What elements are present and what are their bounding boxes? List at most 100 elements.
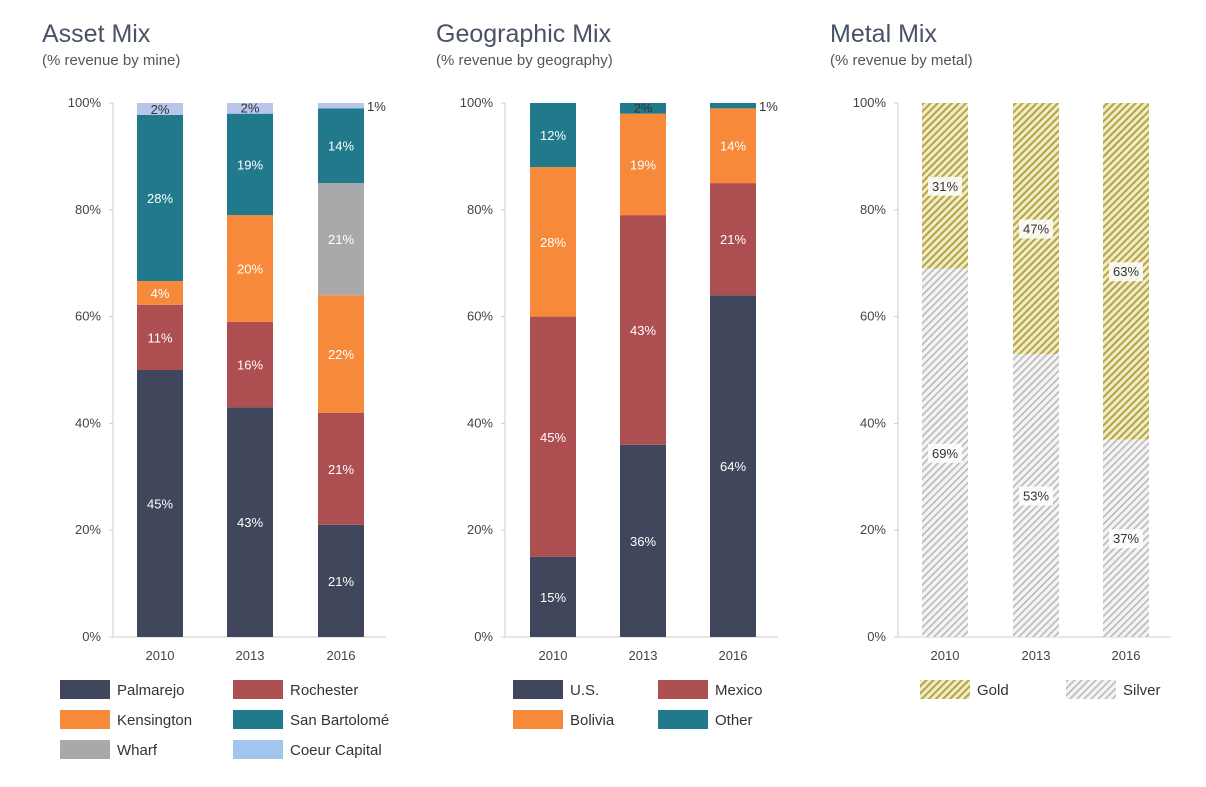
bar-segment-san-bartolom- xyxy=(227,113,273,216)
y-tick-label: 60% xyxy=(860,309,886,324)
legend-swatch xyxy=(658,710,708,729)
chart-subtitle: (% revenue by mine) xyxy=(42,52,180,69)
legend-item-kensington: Kensington xyxy=(60,710,192,729)
legend-swatch xyxy=(513,680,563,699)
bar-segment-bolivia xyxy=(530,167,576,317)
data-label: 63% xyxy=(1113,264,1139,279)
legend-label: Mexico xyxy=(715,682,763,699)
bar-segment-palmarejo xyxy=(227,407,273,637)
bar-segment-other xyxy=(530,103,576,168)
x-tick-label: 2010 xyxy=(146,648,175,663)
data-label: 53% xyxy=(1023,488,1049,503)
y-tick-label: 20% xyxy=(467,522,493,537)
chart-geographic-mix: Geographic Mix (% revenue by geography) 0%… xyxy=(436,20,778,729)
bar-segment-rochester xyxy=(318,412,364,525)
data-label: 45% xyxy=(540,430,566,445)
data-label: 19% xyxy=(237,157,263,172)
data-label: 14% xyxy=(720,139,746,154)
bar-segment-bolivia xyxy=(710,108,756,184)
data-label: 4% xyxy=(151,286,170,301)
legend-label: Kensington xyxy=(117,712,192,729)
legend-swatch xyxy=(233,680,283,699)
data-label: 45% xyxy=(147,497,173,512)
legend-swatch xyxy=(920,680,970,699)
legend-item-palmarejo: Palmarejo xyxy=(60,680,185,699)
x-tick-label: 2016 xyxy=(719,648,748,663)
legend-label: Gold xyxy=(977,682,1009,699)
bar-segment-rochester xyxy=(137,304,183,370)
data-label: 20% xyxy=(237,262,263,277)
x-tick-label: 2016 xyxy=(327,648,356,663)
legend-item-coeur-capital: Coeur Capital xyxy=(233,740,382,759)
bar-segment-u-s- xyxy=(710,295,756,637)
data-label-bg xyxy=(1019,219,1053,239)
legend-label: U.S. xyxy=(570,682,599,699)
data-label: 19% xyxy=(630,157,656,172)
chart-title: Metal Mix xyxy=(830,20,937,48)
x-tick-label: 2013 xyxy=(1022,648,1051,663)
bar-segment-kensington xyxy=(318,295,364,413)
bar-segment-bolivia xyxy=(620,113,666,216)
data-label: 28% xyxy=(540,235,566,250)
data-label: 14% xyxy=(328,139,354,154)
data-label: 31% xyxy=(932,179,958,194)
data-label-bg xyxy=(928,443,962,463)
chart-subtitle: (% revenue by geography) xyxy=(436,52,613,69)
bar-segment-rochester xyxy=(227,321,273,408)
data-label: 15% xyxy=(540,590,566,605)
bar-segment-coeur-capital xyxy=(318,103,364,109)
bar-segment-san-bartolom- xyxy=(137,114,183,281)
chart-metal-mix: Metal Mix (% revenue by metal) 0% 20% 40% 60%… xyxy=(830,20,1171,699)
bar-segment-palmarejo xyxy=(137,370,183,637)
data-label: 22% xyxy=(328,347,354,362)
bar-segment-palmarejo xyxy=(318,524,364,637)
data-label: 36% xyxy=(630,534,656,549)
legend-item-silver: Silver xyxy=(1066,680,1161,699)
data-label: 2% xyxy=(634,101,653,116)
data-label: 1% xyxy=(367,99,386,114)
y-tick-label: 80% xyxy=(467,202,493,217)
y-tick-label: 60% xyxy=(467,309,493,324)
bar-segment-kensington xyxy=(137,281,183,305)
legend-item-mexico: Mexico xyxy=(658,680,763,699)
bar-segment-other xyxy=(710,103,756,109)
data-label: 21% xyxy=(328,232,354,247)
data-label: 2% xyxy=(151,102,170,117)
y-tick-label: 100% xyxy=(68,95,102,110)
y-tick-label: 100% xyxy=(460,95,494,110)
data-label: 28% xyxy=(147,191,173,206)
bar-segment-kensington xyxy=(227,215,273,322)
data-label: 21% xyxy=(328,462,354,477)
legend-swatch xyxy=(658,680,708,699)
y-tick-label: 20% xyxy=(75,522,101,537)
legend-item-san-bartolom-: San Bartolomé xyxy=(233,710,389,729)
data-label: 69% xyxy=(932,446,958,461)
legend-label: San Bartolomé xyxy=(290,712,389,729)
bar-segment-u-s- xyxy=(530,556,576,637)
data-label: 2% xyxy=(241,101,260,116)
chart-subtitle: (% revenue by metal) xyxy=(830,52,973,69)
legend-swatch xyxy=(60,740,110,759)
legend-label: Coeur Capital xyxy=(290,742,382,759)
data-label: 16% xyxy=(237,358,263,373)
data-label: 43% xyxy=(630,323,656,338)
bar-segment-mexico xyxy=(620,215,666,445)
data-label-bg xyxy=(928,176,962,196)
legend-item-bolivia: Bolivia xyxy=(513,710,615,729)
bar-segment-coeur-capital xyxy=(227,103,273,114)
legend-swatch xyxy=(1066,680,1116,699)
y-tick-label: 20% xyxy=(860,522,886,537)
data-label-bg xyxy=(1019,486,1053,506)
y-tick-label: 0% xyxy=(82,629,101,644)
legend-label: Palmarejo xyxy=(117,682,185,699)
bar-segment-u-s- xyxy=(620,444,666,637)
y-tick-label: 100% xyxy=(853,95,887,110)
x-tick-label: 2016 xyxy=(1112,648,1141,663)
data-label-bg xyxy=(1109,529,1143,549)
legend-item-rochester: Rochester xyxy=(233,680,358,699)
legend-swatch xyxy=(233,740,283,759)
bar-segment-other xyxy=(620,103,666,114)
bar-segment-mexico xyxy=(710,183,756,296)
x-tick-label: 2013 xyxy=(629,648,658,663)
